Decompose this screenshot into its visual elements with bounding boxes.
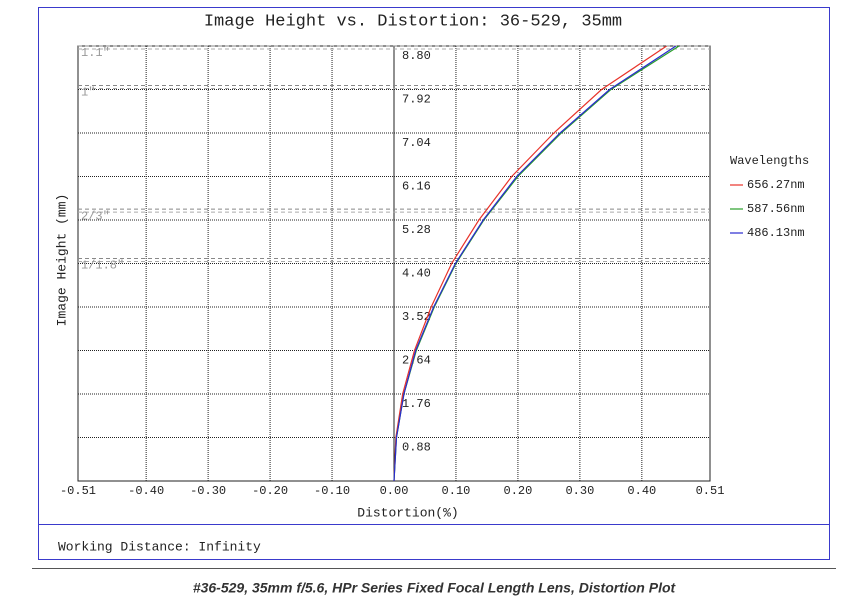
x-tick-label: -0.40 — [128, 484, 164, 498]
x-tick-label: 0.40 — [627, 484, 656, 498]
y-tick-label: 0.88 — [402, 441, 431, 455]
y-tick-label: 1.76 — [402, 397, 431, 411]
sensor-label: 1.1" — [81, 46, 110, 60]
sensor-label: 1" — [81, 86, 95, 100]
y-tick-label: 8.80 — [402, 49, 431, 63]
legend-title: Wavelengths — [730, 154, 809, 168]
sensor-label: 1/1.8" — [81, 259, 124, 273]
y-tick-label: 5.28 — [402, 223, 431, 237]
x-tick-label: 0.10 — [442, 484, 471, 498]
x-tick-label: 0.51 — [696, 484, 725, 498]
y-axis-label: Image Height (mm) — [54, 194, 69, 327]
legend-label: 587.56nm — [747, 202, 805, 216]
y-tick-label: 2.64 — [402, 354, 431, 368]
x-tick-label: -0.30 — [190, 484, 226, 498]
y-tick-label: 4.40 — [402, 267, 431, 281]
x-tick-label: -0.51 — [60, 484, 96, 498]
x-axis-label: Distortion(%) — [357, 505, 458, 520]
x-tick-label: 0.00 — [380, 484, 409, 498]
y-tick-label: 3.52 — [402, 310, 431, 324]
x-tick-label: -0.20 — [252, 484, 288, 498]
series-line — [393, 46, 667, 481]
footer: Working Distance: Infinity — [58, 539, 261, 554]
chart-title: Image Height vs. Distortion: 36-529, 35m… — [204, 12, 622, 31]
y-tick-label: 7.92 — [402, 93, 431, 107]
y-tick-label: 6.16 — [402, 180, 431, 194]
series-line — [393, 46, 677, 481]
y-tick-label: 7.04 — [402, 136, 431, 150]
sensor-label: 2/3" — [81, 209, 110, 223]
frame — [38, 7, 830, 560]
caption: #36-529, 35mm f/5.6, HPr Series Fixed Fo… — [193, 580, 677, 596]
x-tick-label: 0.30 — [565, 484, 594, 498]
legend-label: 656.27nm — [747, 178, 805, 192]
legend-label: 486.13nm — [747, 226, 805, 240]
x-tick-label: 0.20 — [504, 484, 533, 498]
x-tick-label: -0.10 — [314, 484, 350, 498]
